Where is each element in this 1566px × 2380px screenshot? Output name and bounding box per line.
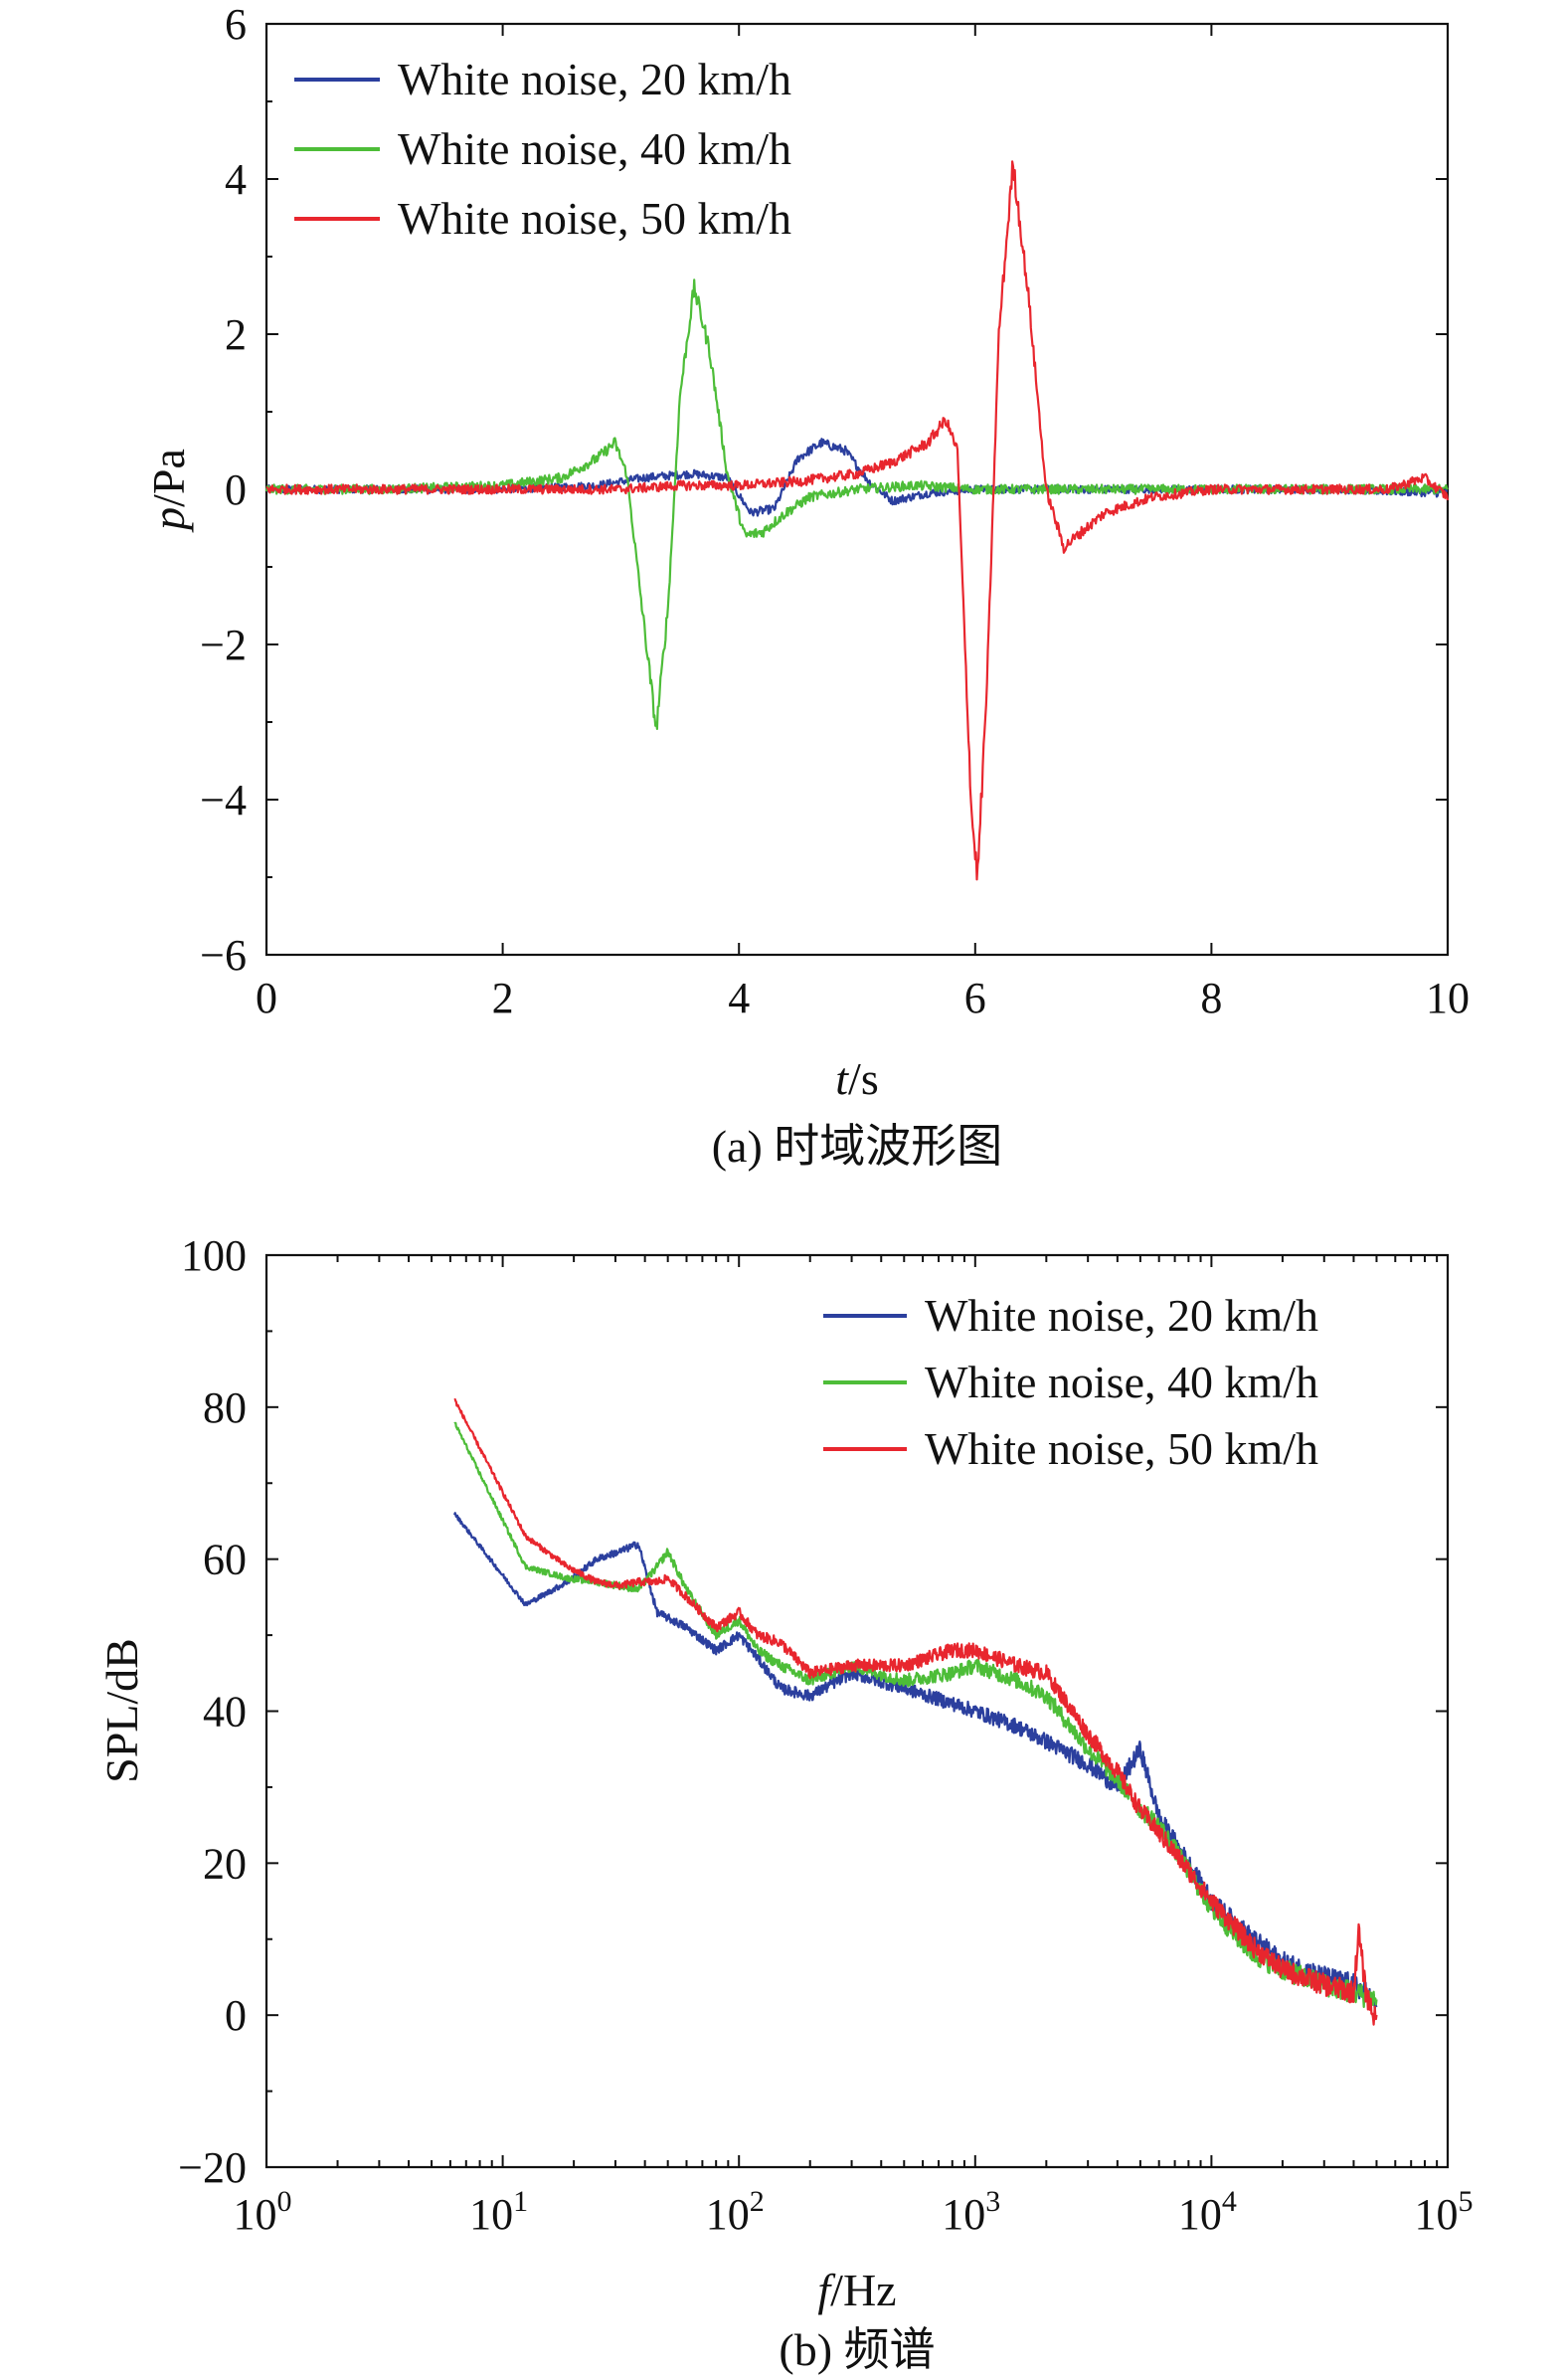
legend-label-a-1: White noise, 20 km/h <box>398 54 791 104</box>
y-tick-label-a: 2 <box>225 310 247 359</box>
x-tick-label-a: 4 <box>728 974 750 1022</box>
y-tick-label-b: 80 <box>203 1383 247 1432</box>
y-axis-label-a: p/Pa <box>143 449 194 533</box>
legend-label-b-3: White noise, 50 km/h <box>925 1423 1318 1474</box>
axis-ticks-a: 0 2 4 6 8 10 −6 −4 −2 0 2 4 6 <box>200 0 1470 1022</box>
x-axis-var-a: t <box>835 1053 849 1104</box>
x-tick-label-a: 10 <box>1426 974 1470 1022</box>
axis-ticks-b: 100 101 102 103 104 105 −20 0 20 40 60 80 100 <box>178 1231 1473 2239</box>
y-tick-label-a: −2 <box>200 621 247 669</box>
time-domain-chart: 0 2 4 6 8 10 −6 −4 −2 0 2 4 6 White noise, 20 km/h W… <box>143 0 1470 1172</box>
x-axis-unit-a: /s <box>848 1053 879 1104</box>
series-line-b-2 <box>453 1421 1378 2008</box>
y-tick-label-a: 4 <box>225 155 247 204</box>
y-tick-label-b: 100 <box>181 1231 247 1280</box>
series-line-b-3 <box>453 1398 1378 2026</box>
x-tick-label-a: 8 <box>1200 974 1222 1022</box>
x-tick-label-b: 100 <box>234 2185 292 2239</box>
y-tick-label-a: −6 <box>200 931 247 980</box>
legend-b: White noise, 20 km/h White noise, 40 km/… <box>823 1290 1318 1474</box>
x-tick-label-b: 102 <box>706 2185 765 2239</box>
y-tick-label-b: 20 <box>203 1839 247 1888</box>
x-tick-label-a: 0 <box>256 974 277 1022</box>
y-axis-var-a: p <box>143 507 194 533</box>
y-tick-label-a: 6 <box>225 0 247 49</box>
caption-b: (b) 频谱 <box>779 2324 935 2375</box>
x-axis-unit-b: /Hz <box>830 2265 896 2315</box>
x-tick-label-b: 105 <box>1415 2185 1474 2239</box>
series-line-a-3 <box>265 160 1450 881</box>
y-axis-unit-a: /Pa <box>143 449 194 507</box>
y-tick-label-b: 0 <box>225 1991 247 2040</box>
x-tick-label-a: 2 <box>492 974 514 1022</box>
series-group-a <box>264 160 1450 881</box>
series-line-a-2 <box>264 278 1449 730</box>
y-tick-label-b: 40 <box>203 1688 247 1737</box>
y-tick-label-b: −20 <box>178 2143 247 2192</box>
legend-label-a-3: White noise, 50 km/h <box>398 193 791 244</box>
x-tick-label-b: 104 <box>1178 2185 1237 2239</box>
legend-label-b-1: White noise, 20 km/h <box>925 1290 1318 1341</box>
legend-label-a-2: White noise, 40 km/h <box>398 123 791 174</box>
spectrum-chart: 100 101 102 103 104 105 −20 0 20 40 60 80 100 White … <box>96 1231 1474 2375</box>
y-tick-label-a: −4 <box>200 776 247 824</box>
series-group-b <box>453 1398 1378 2026</box>
caption-a: (a) 时域波形图 <box>712 1121 1003 1172</box>
x-tick-label-b: 101 <box>469 2185 528 2239</box>
y-tick-label-a: 0 <box>225 465 247 514</box>
legend-label-b-2: White noise, 40 km/h <box>925 1357 1318 1407</box>
y-tick-label-b: 60 <box>203 1536 247 1584</box>
x-axis-label-a: t/s <box>835 1053 878 1104</box>
x-axis-label-b: f/Hz <box>817 2265 896 2315</box>
x-tick-label-b: 103 <box>942 2185 1000 2239</box>
x-tick-label-a: 6 <box>964 974 986 1022</box>
y-axis-label-b: SPL/dB <box>96 1638 147 1783</box>
legend-a: White noise, 20 km/h White noise, 40 km/… <box>294 54 791 244</box>
